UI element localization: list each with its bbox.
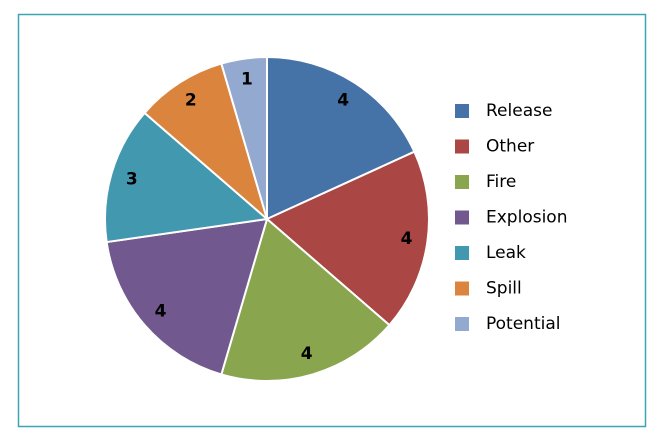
pie-slice bbox=[265, 150, 430, 327]
data-label: 2 bbox=[185, 90, 197, 110]
data-label: 4 bbox=[301, 344, 313, 364]
pie-slice bbox=[105, 217, 269, 376]
legend-label: Spill bbox=[486, 279, 522, 299]
data-label: 4 bbox=[155, 301, 167, 321]
data-label: 4 bbox=[337, 90, 349, 110]
legend-swatch bbox=[455, 281, 469, 296]
legend-swatch bbox=[455, 246, 469, 260]
legend-label: Explosion bbox=[486, 208, 567, 228]
data-label: 3 bbox=[126, 169, 138, 189]
data-label: 1 bbox=[241, 69, 253, 89]
legend-label: Leak bbox=[486, 243, 526, 263]
legend-label: Fire bbox=[486, 172, 516, 192]
pie-slice bbox=[104, 111, 270, 244]
legend-swatch bbox=[455, 139, 469, 154]
legend-swatch bbox=[455, 317, 469, 331]
legend-swatch bbox=[455, 104, 469, 118]
legend-swatch bbox=[455, 175, 469, 189]
legend-swatch bbox=[455, 210, 469, 225]
legend-label: Other bbox=[486, 137, 534, 157]
legend-label: Release bbox=[486, 101, 552, 121]
legend-label: Potential bbox=[486, 314, 560, 334]
pie-slice bbox=[220, 55, 268, 220]
pie-slice bbox=[266, 55, 416, 221]
pie-slice bbox=[143, 62, 269, 222]
data-label: 4 bbox=[401, 229, 413, 249]
pie-slice bbox=[220, 217, 391, 382]
